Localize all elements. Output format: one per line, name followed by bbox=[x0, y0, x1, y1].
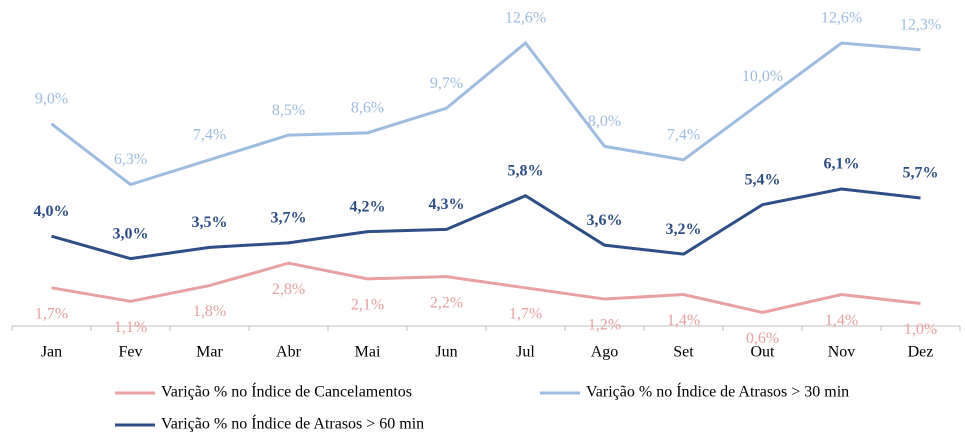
data-label: 1,4% bbox=[825, 312, 858, 329]
x-tick-label: Jun bbox=[435, 344, 457, 361]
data-label: 8,0% bbox=[588, 113, 621, 130]
data-label: 6,1% bbox=[824, 156, 860, 173]
data-label: 7,4% bbox=[667, 126, 700, 143]
x-tick-label: Set bbox=[673, 344, 694, 361]
data-label: 3,2% bbox=[666, 221, 702, 238]
x-tick-label: Ago bbox=[591, 344, 619, 361]
data-label: 1,8% bbox=[193, 303, 226, 320]
data-label: 4,0% bbox=[34, 203, 70, 220]
data-label: 4,3% bbox=[429, 196, 465, 213]
data-label: 3,5% bbox=[192, 214, 228, 231]
data-label: 2,8% bbox=[272, 281, 305, 298]
data-label: 3,6% bbox=[587, 212, 623, 229]
data-label: 10,0% bbox=[742, 68, 783, 85]
x-tick-label: Nov bbox=[828, 344, 856, 361]
data-label: 8,5% bbox=[272, 102, 305, 119]
data-label: 7,4% bbox=[193, 126, 226, 143]
data-label: 1,2% bbox=[588, 317, 621, 334]
data-label: 1,4% bbox=[667, 312, 700, 329]
legend-label: Varição % no Índice de Atrasos > 30 min bbox=[586, 382, 849, 401]
data-label: 9,0% bbox=[35, 91, 68, 108]
x-tick-label: Jan bbox=[41, 344, 62, 361]
data-label: 1,1% bbox=[114, 319, 147, 336]
data-label: 2,1% bbox=[351, 297, 384, 314]
data-label: 1,0% bbox=[904, 321, 937, 338]
data-label: 0,6% bbox=[746, 330, 779, 347]
data-label: 8,6% bbox=[351, 100, 384, 117]
data-label: 12,3% bbox=[900, 16, 941, 33]
data-label: 12,6% bbox=[505, 10, 546, 27]
data-label: 5,8% bbox=[508, 162, 544, 179]
data-label: 9,7% bbox=[430, 75, 463, 92]
x-tick-label: Mai bbox=[355, 344, 381, 361]
x-tick-label: Abr bbox=[276, 344, 302, 361]
x-tick-label: Fev bbox=[119, 344, 143, 361]
data-label: 3,0% bbox=[113, 225, 149, 242]
series-line bbox=[50, 40, 921, 187]
x-tick-label: Jul bbox=[516, 344, 535, 361]
x-tick-label: Out bbox=[751, 344, 776, 361]
legend-label: Varição % no Índice de Cancelamentos bbox=[161, 382, 412, 401]
data-label: 5,7% bbox=[903, 165, 939, 182]
series-line bbox=[51, 261, 921, 315]
x-tick-label: Mar bbox=[196, 344, 223, 361]
data-label: 2,2% bbox=[430, 294, 463, 311]
x-tick-label: Dez bbox=[908, 344, 934, 361]
data-label: 4,2% bbox=[350, 198, 386, 215]
legend-label: Varição % no Índice de Atrasos > 60 min bbox=[161, 414, 424, 433]
data-label: 5,4% bbox=[745, 171, 781, 188]
series-line bbox=[51, 187, 921, 261]
data-label: 6,3% bbox=[114, 151, 147, 168]
data-label: 12,6% bbox=[821, 10, 862, 27]
data-label: 1,7% bbox=[35, 305, 68, 322]
data-label: 3,7% bbox=[271, 210, 307, 227]
data-label: 1,7% bbox=[509, 305, 542, 322]
